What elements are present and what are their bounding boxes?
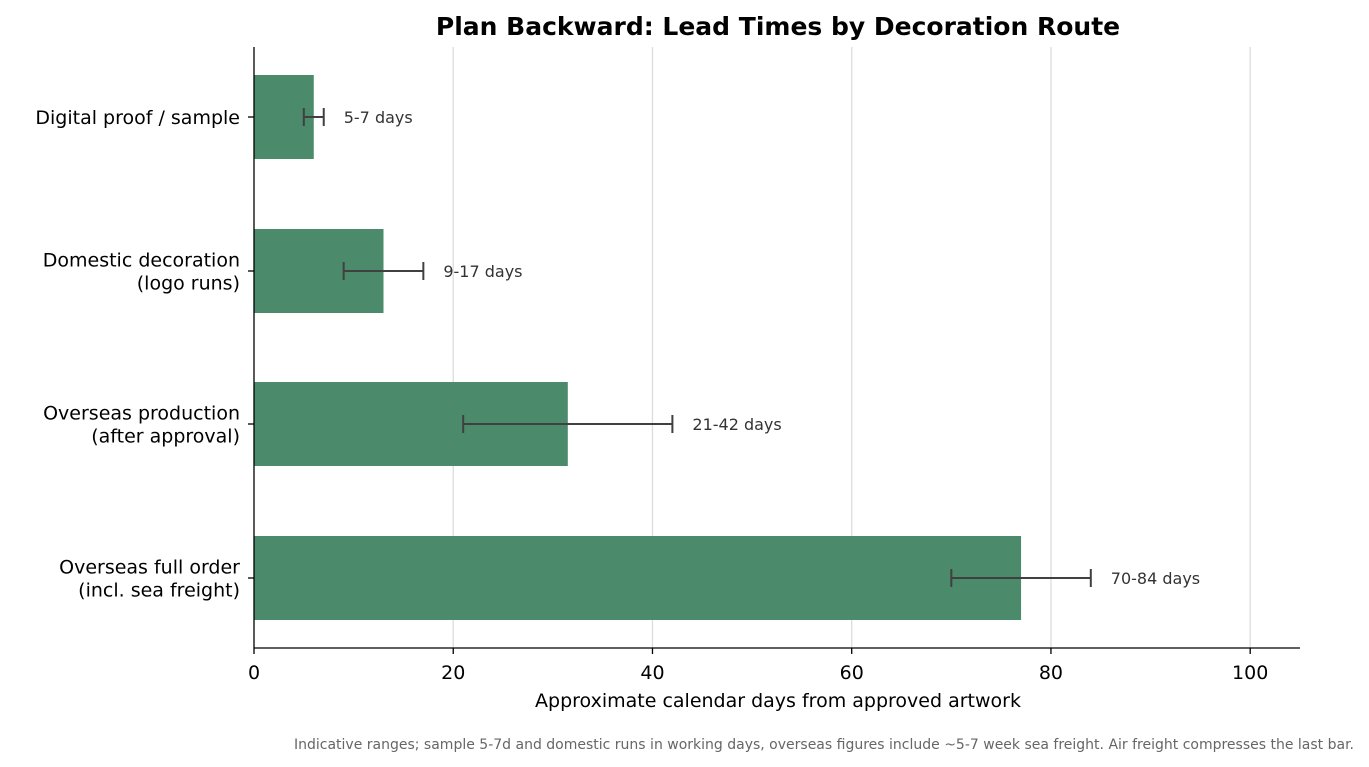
bar [254,536,1022,620]
category-label-line: Digital proof / sample [35,107,240,129]
category-label-line: Overseas production [43,403,240,425]
axes [248,47,1300,654]
x-tick-label: 40 [640,662,664,684]
category-label: Overseas production (after approval) [43,403,240,448]
category-label-line: Overseas full order [59,557,240,579]
x-tick-label: 0 [248,662,260,684]
labels: 5-7 days 9-17 days 21-42 days 70-84 days 0 20… [35,107,1268,684]
bars [254,75,1092,620]
category-label-line: (incl. sea freight) [78,580,240,602]
category-label-line: (logo runs) [137,273,240,295]
data-label: 70-84 days [1111,569,1200,588]
category-label-line: (after approval) [91,426,240,448]
x-axis-label: Approximate calendar days from approved … [535,690,1021,712]
error-bar [302,108,325,126]
category-label-line: Domestic decoration [43,250,240,272]
x-tick-label: 60 [840,662,864,684]
error-bar [462,415,674,433]
category-label: Domestic decoration (logo runs) [43,250,240,295]
data-label: 9-17 days [443,262,522,281]
footnote: Indicative ranges; sample 5-7d and domes… [294,737,1354,753]
x-tick-label: 80 [1039,662,1063,684]
data-label: 5-7 days [344,108,413,127]
category-label: Overseas full order (incl. sea freight) [59,557,240,602]
x-tick-label: 100 [1232,662,1268,684]
data-label: 21-42 days [692,415,781,434]
category-label: Digital proof / sample [35,107,240,129]
x-tick-label: 20 [441,662,465,684]
error-bar [950,569,1092,587]
chart-title: Plan Backward: Lead Times by Decoration … [436,12,1120,41]
error-bar [342,262,425,280]
